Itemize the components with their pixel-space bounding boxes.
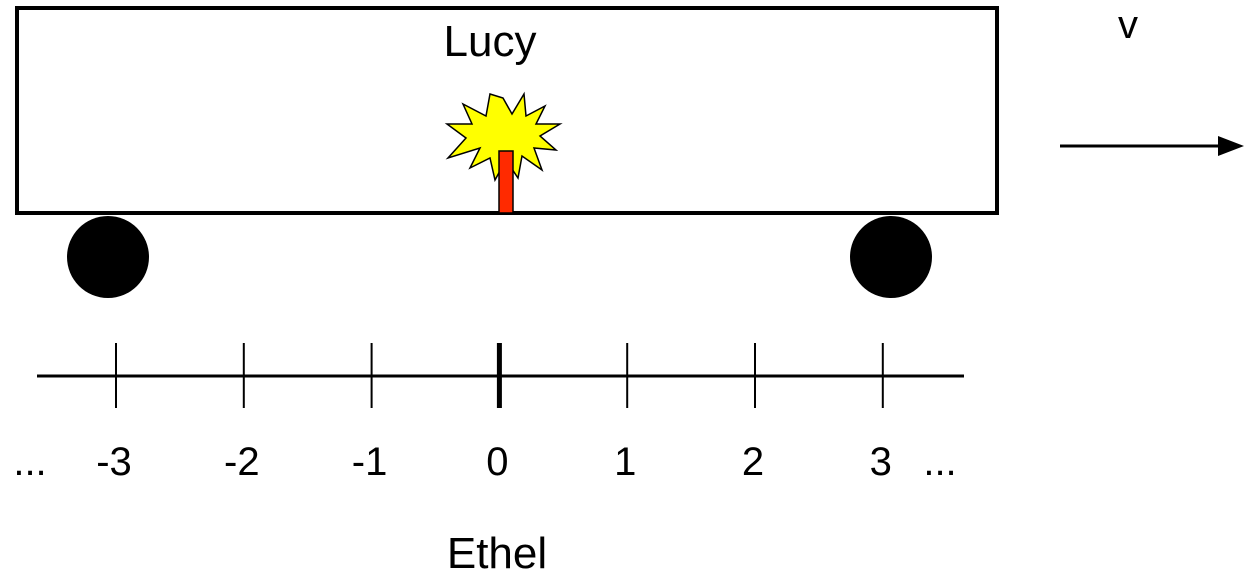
wheel (850, 216, 932, 298)
tick-label: -1 (352, 440, 388, 484)
train-label: Lucy (444, 17, 537, 66)
page: Lucy v ... ... Ethel -3-2-10123 (() => {… (0, 0, 1244, 585)
tick-label: 2 (742, 440, 764, 484)
tick-label: 3 (870, 440, 892, 484)
diagram: Lucy v ... ... Ethel -3 -2 -1 0 1 2 3 (0, 0, 1244, 585)
observer-label: Ethel (447, 529, 547, 578)
ellipsis: ... (923, 440, 956, 484)
wheel (67, 216, 149, 298)
ellipsis: ... (13, 440, 46, 484)
tick-label: 1 (614, 440, 636, 484)
velocity-label: v (1118, 3, 1138, 47)
arrow-head (1218, 136, 1244, 156)
tick-label: 0 (486, 440, 508, 484)
candle (499, 151, 513, 213)
tick-label: -2 (224, 440, 260, 484)
tick-label: -3 (96, 440, 132, 484)
